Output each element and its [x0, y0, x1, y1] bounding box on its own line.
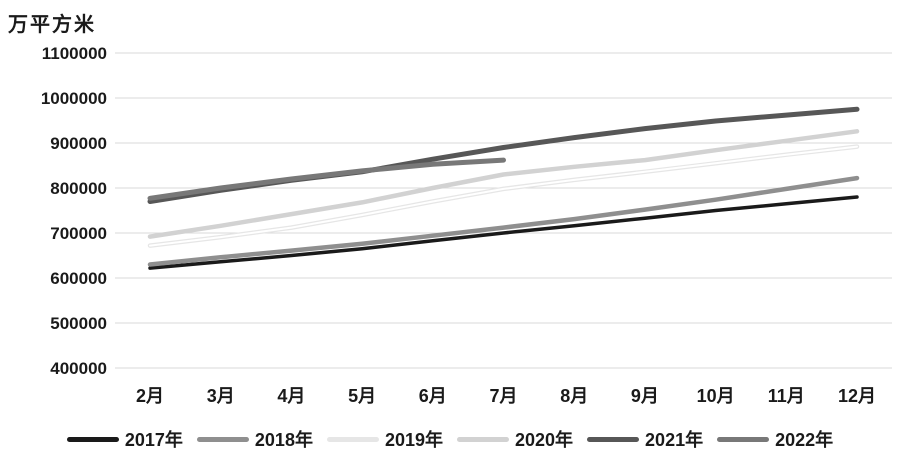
legend-item-2020年: 2020年: [457, 426, 573, 452]
legend-swatch: [196, 436, 249, 442]
x-axis-month-label: 2月: [136, 386, 164, 406]
legend-label: 2017年: [124, 430, 183, 450]
legend-item-2017年: 2017年: [66, 426, 183, 452]
x-axis-month-label: 9月: [631, 386, 659, 406]
y-axis-tick-label: 800000: [50, 179, 107, 198]
legend-swatch: [457, 436, 509, 442]
legend-swatch: [717, 436, 770, 442]
x-axis-month-label: 8月: [560, 386, 588, 406]
legend-swatch: [326, 436, 379, 442]
x-axis-month-label: 12月: [838, 386, 876, 406]
y-axis-tick-label: 500000: [50, 314, 107, 333]
series-line-2022年: [147, 157, 506, 201]
x-axis-month-label: 6月: [419, 386, 447, 406]
series-line-2017年: [148, 195, 859, 270]
y-axis-tick-label: 1100000: [42, 44, 107, 63]
chart-legend: 2017年 2018年 2019年 2020年 2021年 2022年: [0, 426, 900, 452]
x-axis-month-label: 11月: [768, 386, 805, 406]
legend-label: 2021年: [645, 430, 704, 450]
series-line-highlight-2019年: [149, 145, 858, 247]
y-axis-tick-label: 600000: [50, 269, 107, 288]
legend-label: 2019年: [384, 430, 443, 450]
y-axis-tick-label: 1000000: [41, 89, 107, 108]
series-line-2020年: [147, 129, 860, 239]
x-axis-month-label: 4月: [277, 386, 305, 406]
legend-item-2018年: 2018年: [196, 426, 313, 452]
x-axis-month-label: 5月: [348, 386, 376, 406]
y-axis-unit-label: 万平方米: [8, 14, 96, 36]
legend-swatch: [66, 436, 119, 442]
legend-label: 2022年: [775, 430, 834, 450]
series-line-2018年: [147, 175, 860, 267]
line-chart-plot-area: 400000 500000 600000 700000 800000 900000 1000…: [41, 44, 892, 406]
legend-item-2022年: 2022年: [717, 426, 833, 452]
y-axis-tick-label: 900000: [50, 134, 107, 153]
x-axis-month-label: 7月: [489, 386, 517, 406]
legend-label: 2020年: [515, 430, 574, 450]
x-axis-month-label: 3月: [207, 386, 235, 406]
legend-item-2019年: 2019年: [326, 426, 443, 452]
legend-item-2021年: 2021年: [587, 426, 703, 452]
legend-label: 2018年: [254, 430, 313, 450]
y-axis-tick-label: 700000: [50, 224, 107, 243]
x-axis-month-label: 10月: [697, 386, 735, 406]
legend-swatch: [587, 436, 640, 442]
y-axis-tick-label: 400000: [50, 359, 107, 378]
